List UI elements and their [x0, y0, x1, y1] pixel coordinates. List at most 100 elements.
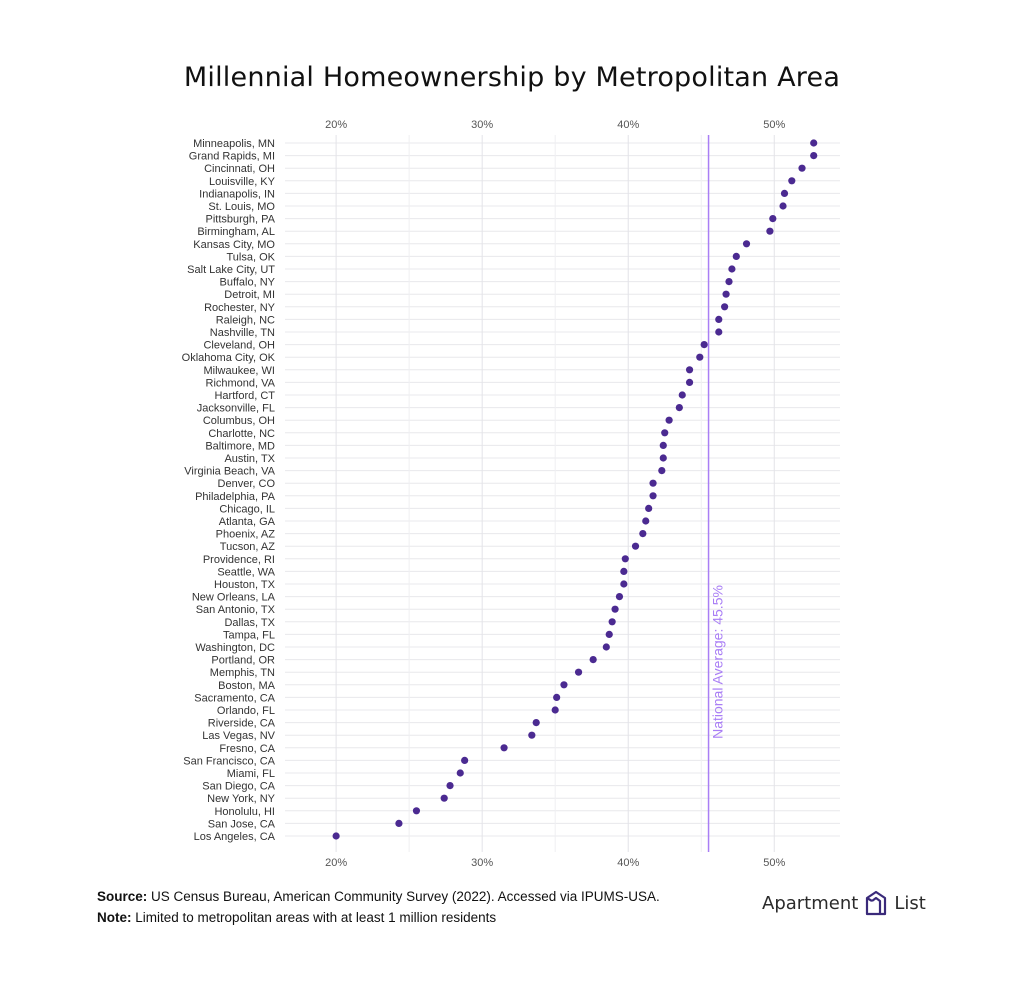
category-label: Tucson, AZ: [220, 541, 276, 553]
data-point: [788, 177, 796, 185]
source-text: US Census Bureau, American Community Sur…: [151, 889, 660, 904]
data-point: [620, 580, 628, 588]
data-point: [631, 542, 640, 550]
national-average-label: National Average: 45.5%: [710, 585, 726, 739]
category-label: Birmingham, AL: [197, 226, 275, 238]
x-tick-label-top: 30%: [471, 119, 493, 131]
category-label: Buffalo, NY: [220, 277, 276, 289]
category-label: Sacramento, CA: [194, 692, 275, 704]
category-label: Virginia Beach, VA: [184, 466, 275, 478]
category-label: Baltimore, MD: [205, 440, 275, 452]
data-point: [649, 479, 657, 487]
category-label: Portland, OR: [211, 655, 275, 667]
category-label: Tulsa, OK: [227, 251, 276, 263]
category-label: Philadelphia, PA: [195, 491, 276, 503]
category-label: New Orleans, LA: [192, 592, 276, 604]
data-point: [615, 593, 624, 601]
source-label: Source:: [97, 889, 148, 904]
category-label: Rochester, NY: [204, 302, 276, 314]
category-label: Memphis, TN: [210, 667, 275, 679]
data-point: [659, 441, 667, 449]
x-tick-label-top: 40%: [617, 119, 639, 131]
x-tick-label-top: 20%: [325, 119, 347, 131]
note-label: Note:: [97, 910, 132, 925]
category-label: New York, NY: [207, 793, 276, 805]
category-label: Phoenix, AZ: [216, 529, 276, 541]
category-label: Austin, TX: [224, 453, 275, 465]
category-label: Louisville, KY: [209, 176, 276, 188]
category-label: San Jose, CA: [208, 818, 276, 830]
logo-text-left: Apartment: [762, 892, 859, 914]
x-tick-label-bottom: 20%: [325, 857, 347, 869]
category-label: Cleveland, OH: [203, 340, 275, 352]
data-point: [685, 378, 694, 386]
category-label: Grand Rapids, MI: [189, 151, 275, 163]
data-point: [779, 202, 787, 210]
category-label: Denver, CO: [218, 478, 276, 490]
data-point: [696, 353, 704, 361]
data-point: [658, 467, 666, 475]
data-point: [645, 504, 653, 512]
data-point: [649, 492, 657, 500]
data-point: [500, 744, 508, 752]
data-point: [798, 164, 806, 172]
category-label: Washington, DC: [195, 642, 275, 654]
data-point: [461, 756, 469, 765]
data-point: [661, 429, 669, 437]
data-point: [725, 278, 733, 286]
category-label: Tampa, FL: [223, 629, 275, 641]
data-point: [810, 152, 818, 160]
category-label: Nashville, TN: [210, 327, 275, 339]
source-line: Source: US Census Bureau, American Commu…: [97, 889, 660, 904]
data-point: [665, 416, 673, 424]
data-point: [605, 630, 613, 639]
category-label: Fresno, CA: [219, 743, 275, 755]
category-label: Oklahoma City, OK: [182, 352, 276, 364]
data-point: [721, 303, 729, 311]
data-point: [639, 530, 647, 538]
data-point: [456, 769, 464, 777]
category-label: Salt Lake City, UT: [187, 264, 275, 276]
data-point: [642, 517, 650, 525]
note-text: Limited to metropolitan areas with at le…: [135, 910, 497, 925]
data-point: [675, 404, 683, 412]
category-label: Indianapolis, IN: [199, 188, 275, 200]
chart-title: Millennial Homeownership by Metropolitan…: [183, 62, 841, 93]
data-point: [620, 567, 628, 576]
category-label: Dallas, TX: [224, 617, 275, 629]
category-label: Kansas City, MO: [193, 239, 275, 251]
category-label: San Antonio, TX: [196, 604, 276, 616]
category-label: Jacksonville, FL: [197, 403, 275, 415]
category-label: Cincinnati, OH: [204, 163, 275, 175]
category-label: Los Angeles, CA: [194, 831, 276, 843]
data-point: [766, 227, 774, 235]
apartment-list-logo: Apartment List: [762, 888, 926, 918]
data-point: [685, 366, 694, 374]
data-point: [810, 139, 818, 147]
category-label: Orlando, FL: [217, 705, 275, 717]
data-point: [728, 265, 736, 273]
data-point: [332, 832, 340, 840]
category-label: Detroit, MI: [224, 289, 275, 301]
category-label: Honolulu, HI: [214, 806, 275, 818]
data-point: [551, 706, 559, 714]
data-point: [440, 794, 448, 802]
data-point: [608, 618, 616, 626]
x-tick-label-bottom: 50%: [763, 857, 785, 869]
data-point: [589, 656, 597, 664]
x-tick-label-bottom: 40%: [617, 857, 639, 869]
data-point: [700, 341, 708, 349]
category-label: Columbus, OH: [203, 415, 275, 427]
category-label: Seattle, WA: [217, 566, 275, 578]
data-point: [659, 454, 667, 462]
category-label: Pittsburgh, PA: [206, 214, 276, 226]
category-label: Houston, TX: [214, 579, 276, 591]
note-line: Note: Limited to metropolitan areas with…: [97, 910, 496, 925]
category-label: Las Vegas, NV: [202, 730, 275, 742]
category-label: Charlotte, NC: [208, 428, 275, 440]
category-label: Providence, RI: [203, 554, 275, 566]
category-label: Chicago, IL: [219, 503, 275, 515]
data-point: [560, 681, 568, 689]
data-point: [553, 693, 561, 702]
data-point: [528, 731, 536, 739]
